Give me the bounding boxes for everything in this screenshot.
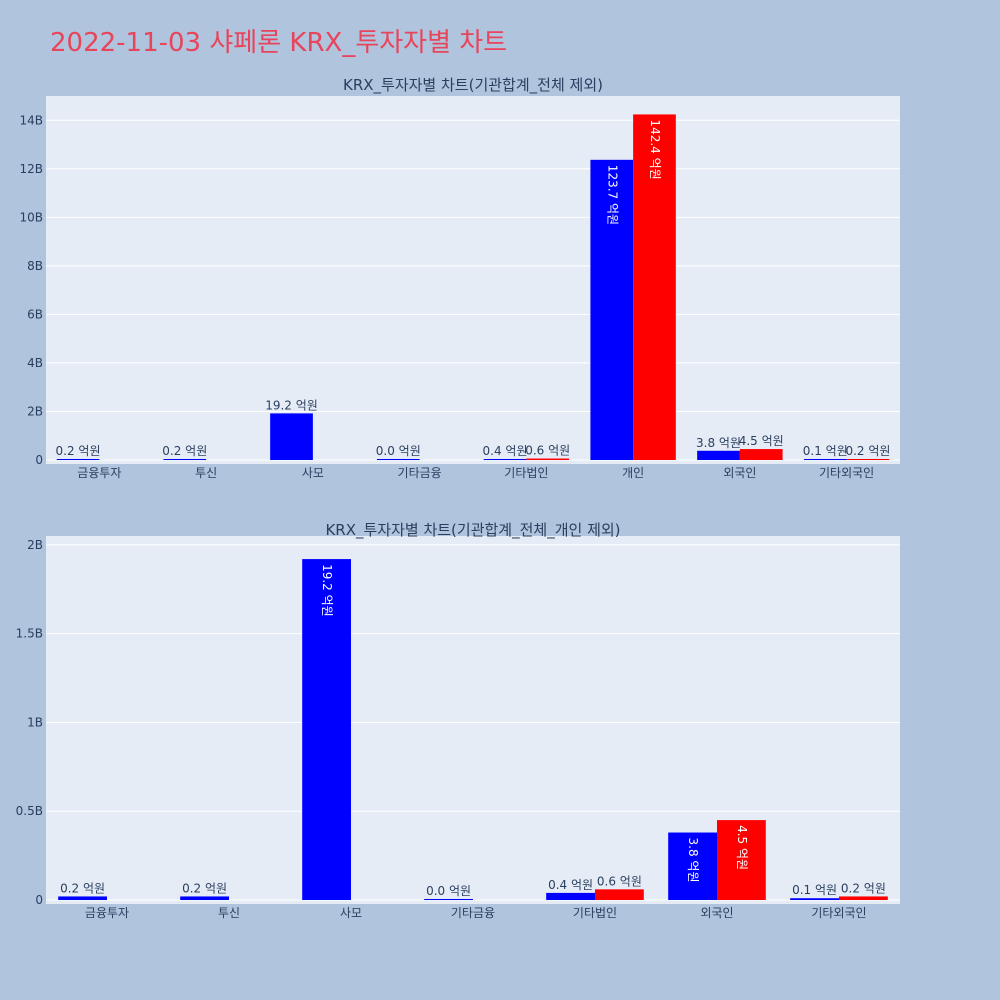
data-label: 0.2 억원 (56, 444, 101, 458)
bar (56, 459, 100, 460)
y-tick-label: 2B (27, 538, 43, 552)
y-tick-label: 0 (35, 453, 43, 467)
x-tick-label: 기타법인 (573, 906, 617, 920)
data-label: 0.0 억원 (426, 884, 471, 898)
data-label: 4.5 억원 (735, 825, 749, 870)
x-tick-label: 투신 (195, 466, 217, 480)
chart-1: 0 2B 4B 6B 8B 10B 12B 14B KRX_투자자별 차트(기관합계_전체 제외… (19, 76, 900, 480)
y-tick-label: 10B (19, 210, 43, 224)
bar (163, 459, 207, 460)
y-tick-label: 14B (19, 113, 43, 127)
x-tick-label: 외국인 (723, 466, 756, 480)
bar (697, 450, 740, 460)
data-label: 0.4 억원 (483, 444, 528, 458)
bar (739, 449, 783, 460)
data-label: 0.1 억원 (792, 883, 837, 897)
plot-area (46, 96, 900, 464)
x-tick-label: 금융투자 (85, 906, 129, 920)
bar (376, 459, 420, 460)
x-tick-label: 개인 (622, 466, 644, 480)
data-label: 19.2 억원 (265, 398, 318, 412)
data-label: 0.2 억원 (841, 881, 886, 895)
bar (717, 820, 766, 900)
bar (302, 559, 351, 900)
bar (846, 459, 890, 460)
chart-title: KRX_투자자별 차트(기관합계_전체 제외) (343, 76, 603, 95)
bar (633, 114, 676, 461)
bar (424, 899, 473, 900)
data-label: 4.5 억원 (739, 434, 784, 448)
y-tick-label: 1B (27, 715, 43, 729)
data-label: 0.1 억원 (803, 444, 848, 458)
data-label: 0.6 억원 (525, 444, 570, 458)
chart-2: 0 0.5B 1B 1.5B 2B KRX_투자자별 차트(기관합계_전체_개인 제외) 금… (16, 521, 900, 920)
data-label: 3.8 억원 (696, 436, 741, 450)
x-tick-label: 사모 (302, 466, 324, 480)
x-tick-label: 기타금융 (398, 466, 442, 480)
y-tick-label: 0.5B (16, 804, 43, 818)
data-label: 142.4 억원 (648, 119, 662, 179)
bar (839, 896, 888, 900)
data-label: 0.6 억원 (597, 874, 642, 888)
x-tick-label: 외국인 (700, 906, 733, 920)
x-tick-label: 기타법인 (504, 466, 548, 480)
y-tick-label: 0 (35, 893, 43, 907)
bar (526, 458, 570, 460)
data-label: 19.2 억원 (320, 564, 334, 617)
chart-title: KRX_투자자별 차트(기관합계_전체_개인 제외) (325, 521, 620, 540)
x-tick-label: 기타외국인 (819, 466, 874, 480)
bar (790, 898, 839, 900)
bar (483, 459, 527, 460)
x-tick-label: 금융투자 (77, 466, 121, 480)
y-tick-label: 1.5B (16, 627, 43, 641)
bar (270, 413, 313, 460)
y-tick-label: 12B (19, 162, 43, 176)
data-label: 0.2 억원 (162, 444, 207, 458)
y-tick-label: 2B (27, 404, 43, 418)
bar (590, 159, 634, 460)
x-tick-label: 기타금융 (451, 906, 495, 920)
data-label: 0.2 억원 (60, 881, 105, 895)
y-tick-label: 8B (27, 259, 43, 273)
bar (803, 459, 847, 460)
x-tick-label: 투신 (218, 906, 240, 920)
data-label: 0.0 억원 (376, 444, 421, 458)
plot-area (46, 536, 900, 904)
data-label: 0.2 억원 (182, 881, 227, 895)
y-tick-label: 6B (27, 307, 43, 321)
bar (668, 832, 717, 900)
bar (546, 892, 595, 900)
bar (595, 889, 644, 900)
data-label: 3.8 억원 (686, 838, 700, 883)
x-tick-label: 기타외국인 (811, 906, 866, 920)
page-title: 2022-11-03 샤페론 KRX_투자자별 차트 (50, 28, 508, 58)
x-tick-label: 사모 (340, 906, 362, 920)
data-label: 0.2 억원 (845, 444, 890, 458)
bar (58, 896, 107, 900)
data-label: 123.7 억원 (605, 165, 619, 225)
data-label: 0.4 억원 (548, 878, 593, 892)
y-tick-label: 4B (27, 356, 43, 370)
bar (180, 896, 229, 900)
